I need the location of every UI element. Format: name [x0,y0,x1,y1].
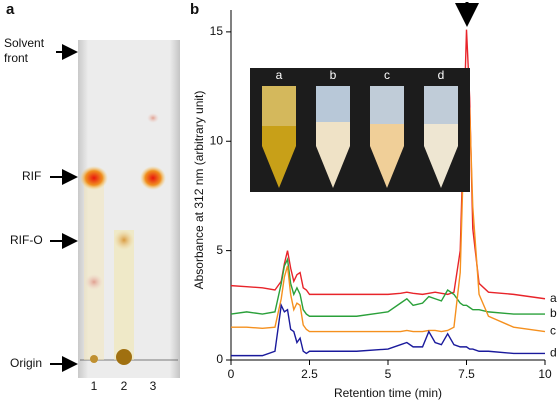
x-tick-label: 10 [538,367,552,381]
panel-label: a [6,1,15,18]
x-tick-label: 5 [385,367,392,381]
plate-label: Origin [10,356,42,370]
plate-label: RIF [22,169,41,183]
series-line [230,29,546,300]
y-tick-label: 10 [210,133,224,147]
plate-label: RIF-O [10,233,43,247]
series-line [231,302,545,357]
inset-label: c [384,68,390,82]
y-axis-label: Absorbance at 312 nm (arbitrary unit) [192,91,206,290]
y-tick-label: 0 [216,352,223,366]
x-tick-label: 2.5 [301,367,318,381]
panel-label: b [190,1,199,18]
series-label: c [550,324,556,338]
inset-label: d [438,68,445,82]
inset-label: b [330,68,337,82]
inset-photo [250,68,470,192]
x-tick-label: 0 [228,367,235,381]
plate-label: front [4,51,29,65]
series-label: a [550,291,557,305]
lane-label: 3 [150,379,157,393]
inset-label: a [276,68,283,82]
plate-label: Solvent [4,36,45,50]
plate-arrows [50,44,78,372]
lane-label: 1 [91,379,98,393]
lane-label: 2 [121,379,128,393]
tlc-plate [78,40,180,378]
x-tick-label: 7.5 [458,367,475,381]
series-label: d [550,346,557,360]
series-label: b [550,306,557,320]
y-tick-label: 15 [210,24,224,38]
x-axis-label: Retention time (min) [334,386,442,400]
y-tick-label: 5 [216,243,223,257]
series-line [230,256,545,317]
